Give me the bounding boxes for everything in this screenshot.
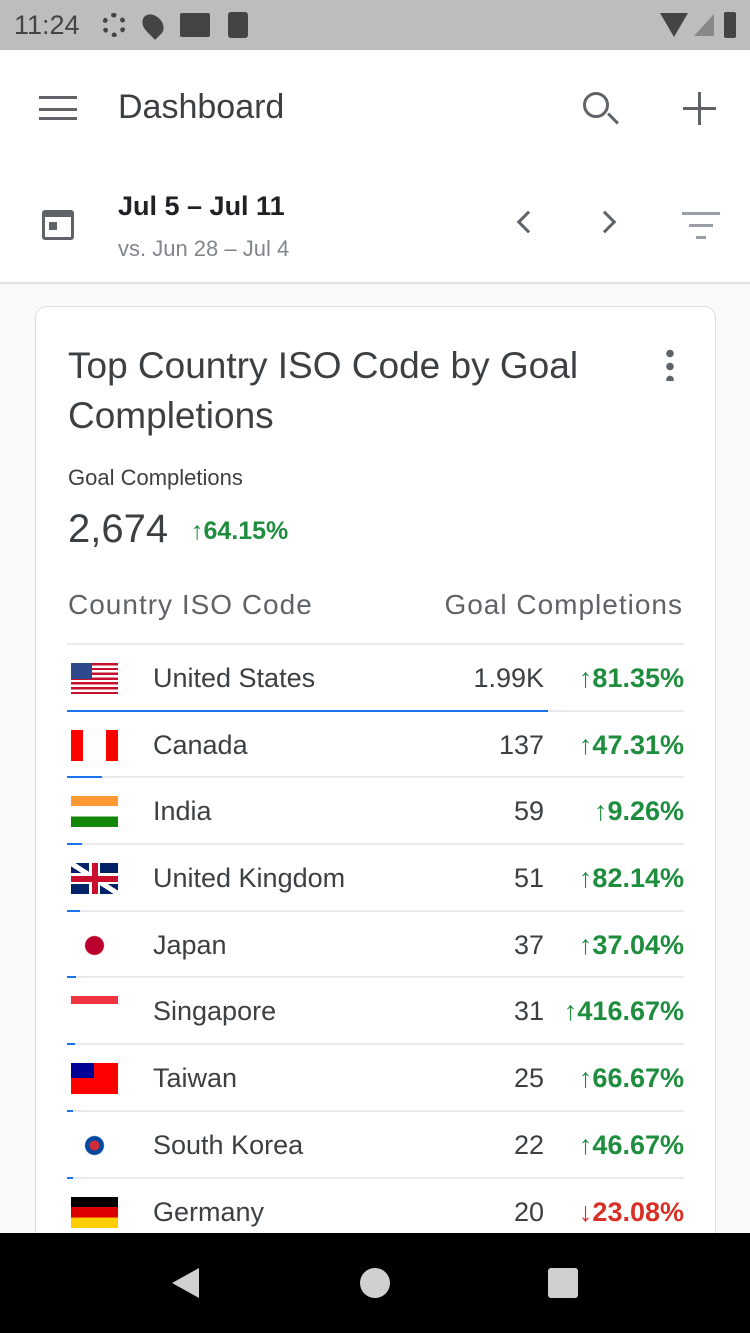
share-bar — [67, 776, 103, 779]
change-percent: ↓23.08% — [578, 1196, 684, 1227]
arrow-up-icon: ↑ — [563, 996, 578, 1027]
flag-jp-icon — [71, 929, 118, 961]
settings-icon — [101, 13, 126, 37]
country-name: United States — [153, 663, 316, 693]
wifi-icon — [660, 13, 688, 37]
arrow-down-icon: ↓ — [578, 1196, 593, 1227]
country-name: Singapore — [153, 996, 277, 1027]
change-percent: ↑46.67% — [578, 1129, 684, 1160]
gmail-icon — [179, 13, 210, 37]
app-bar: Dashboard Jul 5 – Jul 11 vs. Jun 28 – Ju… — [0, 50, 750, 284]
flag-de-icon — [71, 1196, 118, 1228]
signal-icon — [694, 14, 714, 36]
flag-gb-icon — [71, 863, 118, 895]
next-period-button[interactable] — [593, 210, 617, 234]
menu-icon[interactable] — [39, 96, 77, 120]
home-button[interactable] — [360, 1268, 390, 1298]
change-percent: ↑37.04% — [578, 929, 684, 960]
country-name: Canada — [153, 729, 248, 760]
country-name: Taiwan — [153, 1063, 238, 1094]
country-name: South Korea — [153, 1129, 304, 1160]
change-percent: ↑82.14% — [578, 863, 684, 894]
navigation-bar — [0, 1233, 750, 1333]
flag-kr-icon — [71, 1129, 118, 1161]
flag-ca-icon — [71, 729, 118, 761]
country-name: Japan — [153, 929, 227, 960]
share-bar — [67, 709, 549, 712]
back-button[interactable] — [172, 1268, 199, 1298]
change-percent: ↑416.67% — [563, 996, 684, 1027]
previous-period-button[interactable] — [516, 210, 540, 234]
metric-change: ↑64.15% — [191, 517, 289, 545]
status-time: 11:24 — [14, 9, 80, 40]
table-row[interactable]: Taiwan 25 ↑66.67% — [67, 1045, 684, 1112]
goal-completions-value: 20 — [513, 1196, 544, 1227]
search-icon[interactable] — [583, 92, 620, 125]
flag-tw-icon — [71, 1063, 118, 1095]
share-bar — [67, 909, 80, 912]
table-row[interactable]: Canada 137 ↑47.31% — [67, 712, 684, 779]
location-icon — [137, 10, 168, 40]
table-row[interactable]: Germany 20 ↓23.08% — [67, 1179, 684, 1246]
metric-label: Goal Completions — [68, 465, 243, 490]
arrow-up-icon: ↑ — [578, 1063, 593, 1094]
goal-completions-value: 51 — [513, 863, 544, 894]
flag-in-icon — [71, 796, 118, 828]
top-countries-card: Top Country ISO Code by Goal Completions… — [35, 306, 716, 1266]
share-bar — [67, 976, 77, 979]
recents-button[interactable] — [548, 1268, 578, 1298]
goal-completions-value: 22 — [513, 1129, 544, 1160]
goal-completions-value: 137 — [498, 729, 544, 760]
arrow-up-icon: ↑ — [578, 663, 593, 693]
share-bar — [67, 1176, 73, 1179]
country-name: United Kingdom — [153, 863, 346, 894]
card-title: Top Country ISO Code by Goal Completions — [68, 345, 579, 436]
add-icon[interactable] — [683, 92, 716, 125]
arrow-up-icon: ↑ — [191, 517, 204, 545]
more-options-icon[interactable] — [666, 347, 674, 381]
filter-icon[interactable] — [682, 212, 720, 240]
share-bar — [67, 1043, 76, 1046]
goal-completions-value: 59 — [513, 796, 544, 827]
status-bar: 11:24 — [0, 0, 750, 50]
arrow-up-icon: ↑ — [578, 863, 593, 894]
comparison-range: vs. Jun 28 – Jul 4 — [118, 236, 290, 261]
table-row[interactable]: Singapore 31 ↑416.67% — [67, 978, 684, 1046]
goal-completions-value: 31 — [513, 996, 544, 1027]
country-name: India — [153, 796, 212, 827]
change-percent: ↑9.26% — [593, 796, 684, 827]
date-range[interactable]: Jul 5 – Jul 11 — [118, 191, 285, 221]
column-header-country[interactable]: Country ISO Code — [68, 589, 313, 620]
change-percent: ↑66.67% — [578, 1063, 684, 1094]
page-title: Dashboard — [118, 88, 285, 126]
arrow-up-icon: ↑ — [578, 729, 593, 760]
arrow-up-icon: ↑ — [578, 1129, 593, 1160]
country-name: Germany — [153, 1196, 265, 1227]
table-row[interactable]: United States 1.99K ↑81.35% — [67, 645, 684, 712]
arrow-up-icon: ↑ — [578, 929, 593, 960]
goal-completions-value: 37 — [513, 929, 544, 960]
metric-value: 2,674 — [68, 507, 169, 551]
change-percent: ↑81.35% — [578, 663, 684, 693]
change-percent: ↑47.31% — [578, 729, 684, 760]
table-row[interactable]: India 59 ↑9.26% — [67, 778, 684, 846]
arrow-up-icon: ↑ — [593, 796, 608, 827]
share-bar — [67, 1109, 74, 1112]
table-row[interactable]: Japan 37 ↑37.04% — [67, 912, 684, 979]
battery-icon — [724, 12, 736, 38]
goal-completions-value: 1.99K — [473, 663, 544, 693]
goal-completions-value: 25 — [513, 1063, 544, 1094]
flag-sg-icon — [71, 996, 118, 1013]
flag-us-icon — [71, 663, 118, 694]
table-row[interactable]: United Kingdom 51 ↑82.14% — [67, 845, 684, 912]
column-header-goal-completions[interactable]: Goal Completions — [444, 589, 683, 620]
table-row[interactable]: South Korea 22 ↑46.67% — [67, 1112, 684, 1179]
sd-card-icon — [227, 12, 248, 38]
share-bar — [67, 843, 83, 846]
calendar-icon[interactable] — [42, 210, 74, 240]
country-table: United States 1.99K ↑81.35% Canada 137 ↑… — [67, 643, 684, 1246]
